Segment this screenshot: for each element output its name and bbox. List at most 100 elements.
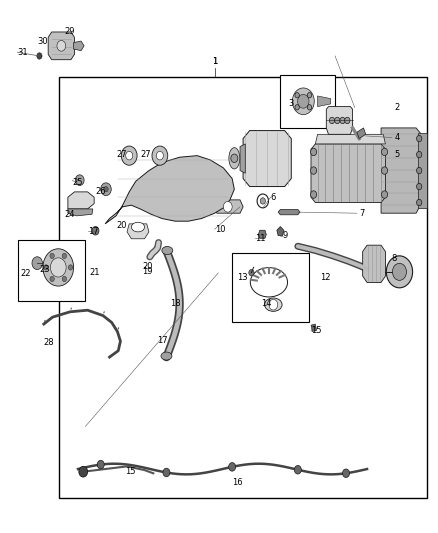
Text: 18: 18 — [170, 300, 180, 308]
Polygon shape — [214, 200, 243, 213]
Text: 17: 17 — [88, 228, 98, 236]
Circle shape — [417, 167, 422, 174]
Circle shape — [152, 146, 168, 165]
Text: 27: 27 — [140, 150, 151, 159]
Text: 30: 30 — [37, 37, 48, 45]
Ellipse shape — [161, 352, 172, 360]
Text: 21: 21 — [90, 269, 100, 277]
Circle shape — [156, 151, 163, 160]
Polygon shape — [311, 324, 317, 332]
Circle shape — [307, 93, 312, 98]
Circle shape — [79, 466, 88, 477]
Circle shape — [269, 300, 278, 310]
Ellipse shape — [131, 222, 145, 232]
Circle shape — [231, 154, 238, 163]
Polygon shape — [278, 209, 300, 215]
Ellipse shape — [229, 148, 240, 169]
Polygon shape — [105, 156, 234, 224]
Text: 8: 8 — [391, 254, 396, 263]
Circle shape — [293, 88, 314, 115]
Text: 9: 9 — [283, 231, 288, 240]
Circle shape — [343, 469, 350, 478]
Circle shape — [75, 175, 84, 185]
Polygon shape — [74, 41, 84, 51]
Circle shape — [50, 276, 54, 281]
Circle shape — [294, 465, 301, 474]
Text: 1: 1 — [212, 56, 217, 66]
Text: 15: 15 — [125, 467, 135, 476]
Text: 29: 29 — [65, 28, 75, 36]
Bar — [18, 240, 85, 301]
Circle shape — [381, 167, 388, 174]
Circle shape — [295, 93, 299, 98]
Circle shape — [126, 151, 133, 160]
Text: 11: 11 — [255, 234, 266, 243]
Circle shape — [311, 148, 317, 156]
Text: 6: 6 — [271, 193, 276, 201]
Circle shape — [32, 257, 42, 270]
Circle shape — [417, 199, 422, 206]
Circle shape — [229, 463, 236, 471]
Polygon shape — [326, 107, 353, 134]
Circle shape — [260, 198, 265, 204]
Circle shape — [311, 191, 317, 198]
Circle shape — [392, 263, 406, 280]
Circle shape — [297, 94, 309, 108]
Circle shape — [345, 117, 350, 124]
Circle shape — [417, 151, 422, 158]
Circle shape — [381, 148, 388, 156]
Circle shape — [50, 258, 66, 277]
Circle shape — [57, 41, 66, 51]
Polygon shape — [240, 144, 245, 173]
Bar — [59, 77, 427, 498]
Text: 20: 20 — [116, 221, 127, 230]
Circle shape — [44, 265, 48, 270]
Circle shape — [223, 201, 232, 212]
Text: 20: 20 — [142, 262, 153, 271]
Circle shape — [163, 468, 170, 477]
Polygon shape — [68, 209, 93, 216]
Circle shape — [340, 117, 345, 124]
Circle shape — [101, 183, 111, 196]
Text: 13: 13 — [237, 273, 248, 281]
Text: 15: 15 — [311, 326, 321, 335]
Text: 24: 24 — [65, 210, 75, 219]
Polygon shape — [48, 32, 74, 60]
Polygon shape — [258, 230, 266, 238]
Circle shape — [92, 227, 99, 235]
Text: 27: 27 — [116, 150, 127, 159]
Ellipse shape — [265, 298, 282, 311]
Text: 26: 26 — [95, 188, 106, 196]
Circle shape — [68, 265, 73, 270]
Text: 28: 28 — [44, 338, 54, 346]
Polygon shape — [277, 227, 284, 236]
Text: 10: 10 — [215, 225, 225, 233]
Text: 23: 23 — [39, 265, 50, 273]
Circle shape — [335, 117, 340, 124]
Circle shape — [97, 461, 104, 469]
Circle shape — [329, 117, 335, 124]
Text: 19: 19 — [142, 268, 153, 276]
Circle shape — [121, 146, 137, 165]
Polygon shape — [315, 134, 385, 144]
Circle shape — [307, 104, 312, 110]
Circle shape — [43, 249, 74, 286]
Polygon shape — [243, 131, 291, 187]
Polygon shape — [357, 128, 366, 139]
Text: 12: 12 — [320, 273, 330, 281]
Text: 1: 1 — [212, 56, 217, 66]
Circle shape — [104, 187, 108, 192]
Polygon shape — [418, 133, 427, 208]
Text: 31: 31 — [18, 48, 28, 56]
Circle shape — [62, 276, 67, 281]
Text: 22: 22 — [21, 269, 31, 278]
Text: 17: 17 — [157, 336, 167, 344]
Bar — [280, 75, 335, 128]
Polygon shape — [68, 192, 94, 209]
Circle shape — [381, 191, 388, 198]
Text: 16: 16 — [232, 478, 243, 487]
Polygon shape — [127, 224, 149, 239]
Circle shape — [249, 270, 254, 276]
Polygon shape — [363, 245, 385, 282]
Circle shape — [417, 135, 422, 142]
